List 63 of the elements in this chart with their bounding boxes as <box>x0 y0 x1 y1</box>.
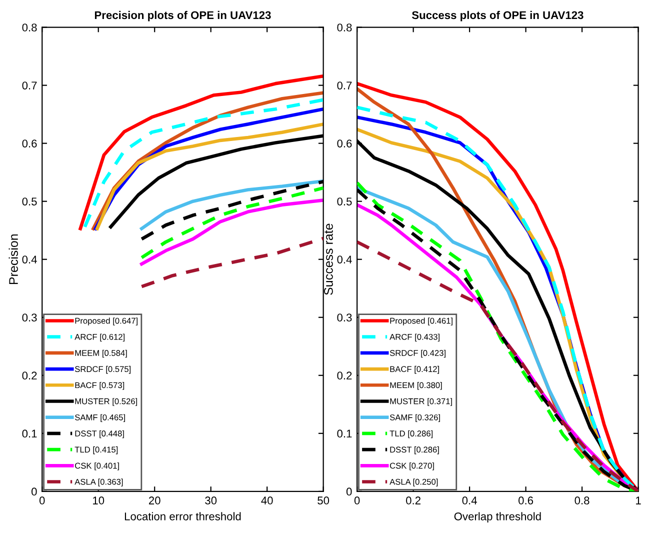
legend-label: CSK [0.270] <box>390 462 434 470</box>
x-tick-label: 40 <box>261 496 273 504</box>
y-tick-label: 0.7 <box>22 82 37 90</box>
x-tick-label: 30 <box>205 496 217 504</box>
x-axis-title: Location error threshold <box>124 512 241 520</box>
legend-label: DSST [0.286] <box>390 446 439 454</box>
x-tick-label: 0.2 <box>406 496 420 504</box>
y-axis-title: Success rate <box>324 224 333 295</box>
legend-label: SRDCF [0.575] <box>75 366 131 374</box>
legend-label: BACF [0.573] <box>75 382 124 390</box>
chart-title: Success plots of OPE in UAV123 <box>412 10 584 22</box>
line-series <box>140 236 324 288</box>
x-tick-label: 0 <box>354 496 360 504</box>
y-tick-label: 0.5 <box>337 198 352 206</box>
y-tick-label: 0.4 <box>22 256 37 264</box>
x-axis-title: Overlap threshold <box>454 512 541 523</box>
x-tick-label: 10 <box>93 496 104 504</box>
x-tick-label: 0.8 <box>574 496 590 504</box>
y-tick-label: 0.2 <box>337 372 352 380</box>
chart-title: Precision plots of OPE in UAV123 <box>94 10 271 22</box>
y-tick-label: 0.6 <box>337 140 352 148</box>
x-tick-label: 20 <box>148 496 160 504</box>
line-series <box>140 179 324 230</box>
x-tick-label: 0.6 <box>518 496 534 504</box>
y-tick-label: 0.1 <box>337 430 352 438</box>
legend-label: MUSTER [0.371] <box>390 398 452 406</box>
legend-label: TLD [0.286] <box>390 430 433 438</box>
legend-label: ARCF [0.612] <box>74 334 125 342</box>
y-tick-label: 0.7 <box>337 82 352 90</box>
line-series <box>140 198 324 266</box>
y-axis-title: Precision <box>8 234 18 284</box>
legend-label: ARCF [0.433] <box>390 334 440 342</box>
legend-label: SRDCF [0.423] <box>390 350 446 358</box>
legend-label: Proposed [0.461] <box>390 318 452 326</box>
y-tick-label: 0.8 <box>337 24 352 32</box>
legend-label: MUSTER [0.526] <box>75 398 138 406</box>
legend-label: BACF [0.412] <box>390 366 440 374</box>
y-tick-label: 0.8 <box>22 24 37 32</box>
y-tick-label: 0.4 <box>337 256 352 264</box>
y-tick-label: 0.3 <box>337 314 352 322</box>
y-tick-label: 0.6 <box>22 140 37 148</box>
legend-label: MEEM [0.584] <box>75 350 127 358</box>
line-series <box>78 74 324 230</box>
y-tick-label: 0 <box>346 488 352 496</box>
legend-label: SAMF [0.465] <box>75 414 125 422</box>
y-tick-label: 0.3 <box>22 314 37 322</box>
legend-label: MEEM [0.380] <box>390 382 442 390</box>
x-tick-label: 50 <box>318 496 330 504</box>
legend-label: ASLA [0.250] <box>390 478 438 486</box>
line-series <box>140 186 324 260</box>
y-tick-label: 0.5 <box>22 198 37 206</box>
legend-label: ASLA [0.363] <box>74 478 123 486</box>
legend-label: CSK [0.401] <box>75 462 119 470</box>
y-tick-label: 0.1 <box>22 430 37 438</box>
x-tick-label: 0 <box>39 496 45 504</box>
legend-label: TLD [0.415] <box>74 446 118 454</box>
legend-label: SAMF [0.326] <box>390 414 440 422</box>
y-tick-label: 0.2 <box>22 372 37 380</box>
legend-label: Proposed [0.647] <box>75 318 138 326</box>
x-tick-label: 1 <box>636 496 641 504</box>
y-tick-label: 0 <box>32 488 37 496</box>
legend-label: DSST [0.448] <box>75 430 124 438</box>
x-tick-label: 0.4 <box>462 496 477 504</box>
